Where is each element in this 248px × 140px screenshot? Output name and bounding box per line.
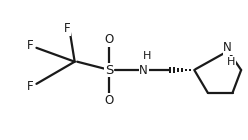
Text: N: N [139,64,148,76]
Text: S: S [105,64,113,76]
Text: F: F [64,22,71,35]
Text: H: H [143,51,152,61]
Text: H: H [227,57,235,67]
Text: N: N [223,41,232,54]
Text: F: F [27,80,33,93]
Text: O: O [105,33,114,46]
Text: F: F [27,38,33,52]
Text: O: O [105,94,114,107]
